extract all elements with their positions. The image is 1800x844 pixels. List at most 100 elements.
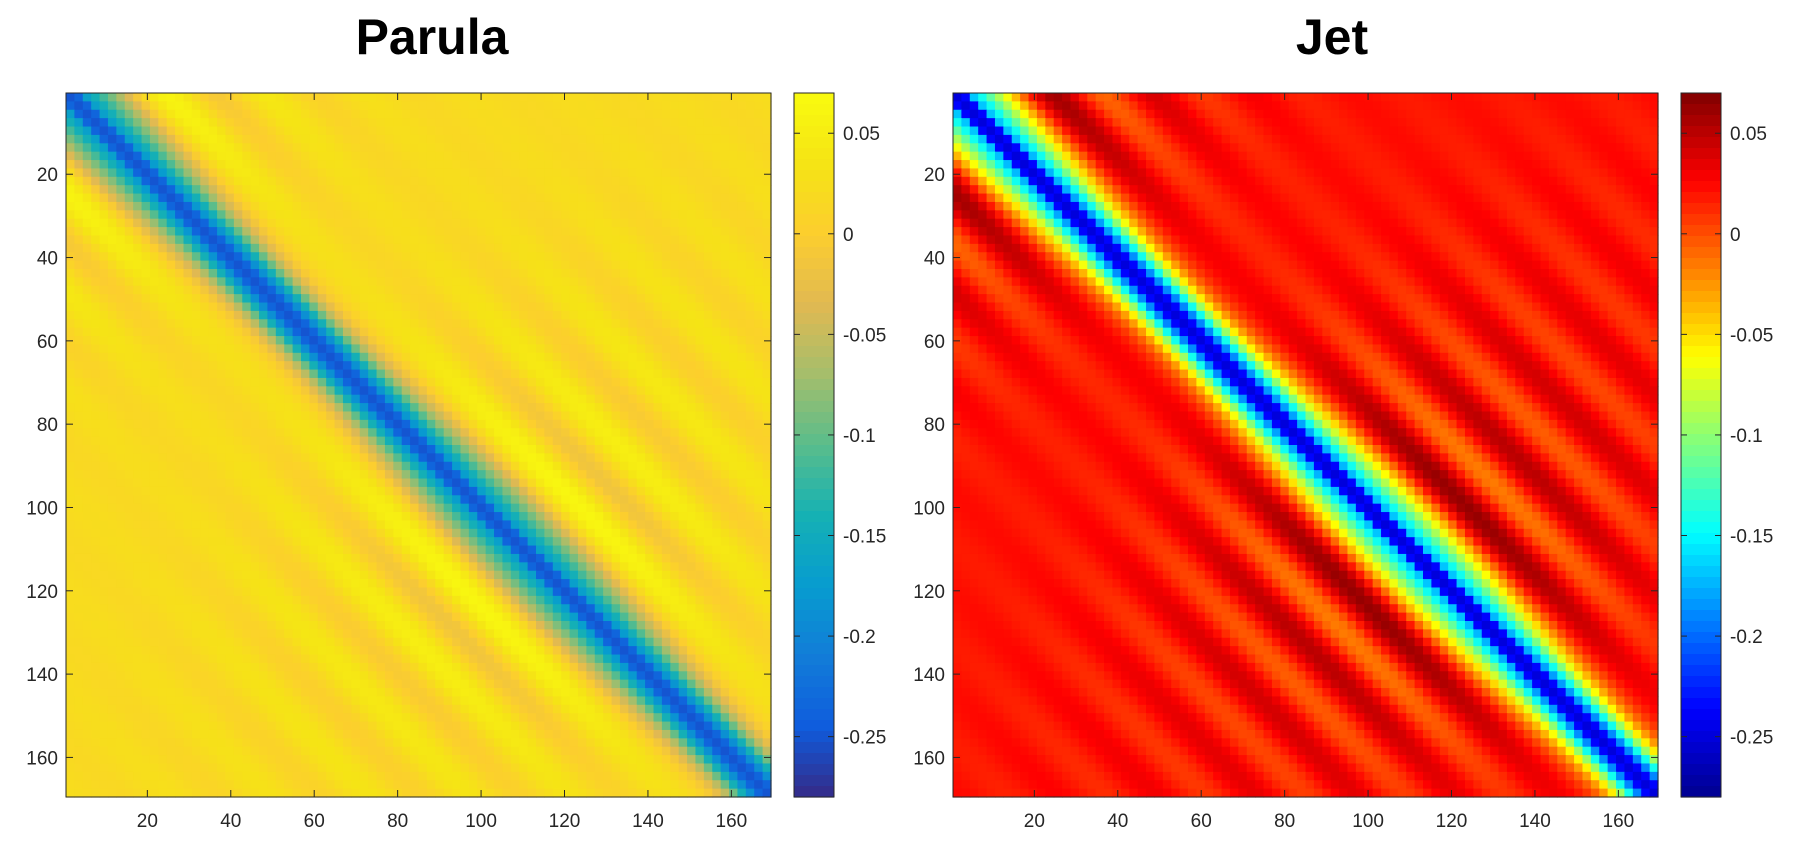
heatmap-cell bbox=[250, 93, 260, 102]
heatmap-cell bbox=[418, 386, 428, 396]
heatmap-cell bbox=[577, 386, 587, 396]
heatmap-cell bbox=[569, 553, 579, 563]
heatmap-cell bbox=[670, 277, 680, 287]
heatmap-cell bbox=[116, 411, 126, 421]
heatmap-cell bbox=[762, 445, 772, 454]
heatmap-cell bbox=[712, 118, 722, 128]
heatmap-cell bbox=[275, 495, 285, 505]
heatmap-cell bbox=[158, 344, 168, 354]
heatmap-cell bbox=[754, 210, 764, 220]
heatmap-cell bbox=[460, 143, 470, 153]
heatmap-cell bbox=[275, 403, 285, 413]
heatmap-cell bbox=[636, 193, 646, 203]
heatmap-cell bbox=[242, 486, 252, 496]
heatmap-cell bbox=[435, 201, 445, 211]
heatmap-cell bbox=[418, 319, 428, 329]
heatmap-cell bbox=[191, 260, 201, 270]
heatmap-cell bbox=[384, 210, 394, 220]
heatmap-cell bbox=[435, 243, 445, 253]
heatmap-cell bbox=[452, 269, 462, 278]
heatmap-cell bbox=[317, 579, 327, 589]
heatmap-cell bbox=[267, 461, 277, 471]
heatmap-cell bbox=[519, 352, 529, 362]
heatmap-cell bbox=[754, 377, 764, 387]
heatmap-cell bbox=[519, 386, 529, 396]
heatmap-cell bbox=[384, 235, 394, 245]
heatmap-cell bbox=[645, 93, 655, 102]
heatmap-cell bbox=[561, 176, 571, 186]
heatmap-cell bbox=[326, 243, 336, 253]
heatmap-cell bbox=[225, 537, 235, 547]
heatmap-cell bbox=[292, 168, 302, 178]
heatmap-cell bbox=[452, 528, 462, 538]
heatmap-cell bbox=[82, 109, 92, 119]
heatmap-cell bbox=[720, 403, 730, 413]
heatmap-cell bbox=[74, 252, 84, 262]
heatmap-cell bbox=[359, 545, 369, 555]
heatmap-cell bbox=[577, 285, 587, 295]
heatmap-cell bbox=[242, 344, 252, 354]
heatmap-cell bbox=[351, 101, 361, 111]
heatmap-cell bbox=[703, 478, 713, 488]
heatmap-cell bbox=[158, 168, 168, 178]
heatmap-cell bbox=[594, 403, 604, 413]
heatmap-cell bbox=[754, 411, 764, 421]
heatmap-cell bbox=[762, 285, 772, 295]
heatmap-cell bbox=[200, 168, 210, 178]
heatmap-cell bbox=[384, 369, 394, 379]
heatmap-cell bbox=[536, 553, 545, 563]
heatmap-cell bbox=[619, 503, 629, 513]
heatmap-cell bbox=[410, 352, 420, 362]
heatmap-cell bbox=[729, 486, 739, 496]
heatmap-cell bbox=[116, 336, 126, 346]
heatmap-cell bbox=[91, 310, 101, 320]
heatmap-cell bbox=[133, 361, 143, 371]
heatmap-cell bbox=[183, 553, 193, 563]
heatmap-cell bbox=[510, 445, 520, 454]
heatmap-cell bbox=[116, 361, 126, 371]
heatmap-cell bbox=[158, 562, 168, 572]
heatmap-cell bbox=[452, 344, 462, 354]
heatmap-cell bbox=[359, 470, 369, 480]
heatmap-cell bbox=[586, 503, 596, 513]
heatmap-cell bbox=[368, 193, 378, 203]
heatmap-cell bbox=[284, 302, 294, 312]
heatmap-cell bbox=[275, 344, 285, 354]
heatmap-cell bbox=[687, 579, 697, 589]
heatmap-cell bbox=[141, 143, 151, 153]
heatmap-cell bbox=[351, 512, 361, 522]
heatmap-cell bbox=[737, 470, 747, 480]
heatmap-cell bbox=[393, 436, 403, 446]
heatmap-cell bbox=[678, 545, 688, 555]
heatmap-cell bbox=[536, 579, 545, 589]
heatmap-cell bbox=[82, 243, 92, 253]
heatmap-cell bbox=[334, 553, 344, 563]
heatmap-cell bbox=[342, 285, 352, 295]
heatmap-cell bbox=[200, 227, 210, 237]
heatmap-cell bbox=[510, 478, 520, 488]
heatmap-cell bbox=[259, 495, 269, 505]
heatmap-cell bbox=[712, 570, 722, 580]
heatmap-cell bbox=[418, 503, 428, 513]
heatmap-cell bbox=[544, 520, 554, 530]
heatmap-cell bbox=[745, 562, 755, 572]
heatmap-cell bbox=[183, 386, 193, 396]
heatmap-cell bbox=[393, 587, 403, 597]
heatmap-cell bbox=[745, 579, 755, 589]
heatmap-cell bbox=[242, 143, 252, 153]
heatmap-cell bbox=[242, 193, 252, 203]
heatmap-cell bbox=[233, 453, 243, 463]
heatmap-cell bbox=[267, 436, 277, 446]
heatmap-cell bbox=[376, 193, 386, 203]
heatmap-cell bbox=[259, 361, 269, 371]
heatmap-cell bbox=[519, 176, 529, 186]
heatmap-cell bbox=[342, 537, 352, 547]
heatmap-cell bbox=[536, 369, 545, 379]
heatmap-cell bbox=[225, 319, 235, 329]
heatmap-cell bbox=[477, 168, 487, 178]
heatmap-cell bbox=[452, 545, 462, 555]
heatmap-cell bbox=[695, 352, 705, 362]
heatmap-cell bbox=[577, 151, 587, 161]
heatmap-cell bbox=[754, 478, 764, 488]
heatmap-cell bbox=[468, 486, 478, 496]
